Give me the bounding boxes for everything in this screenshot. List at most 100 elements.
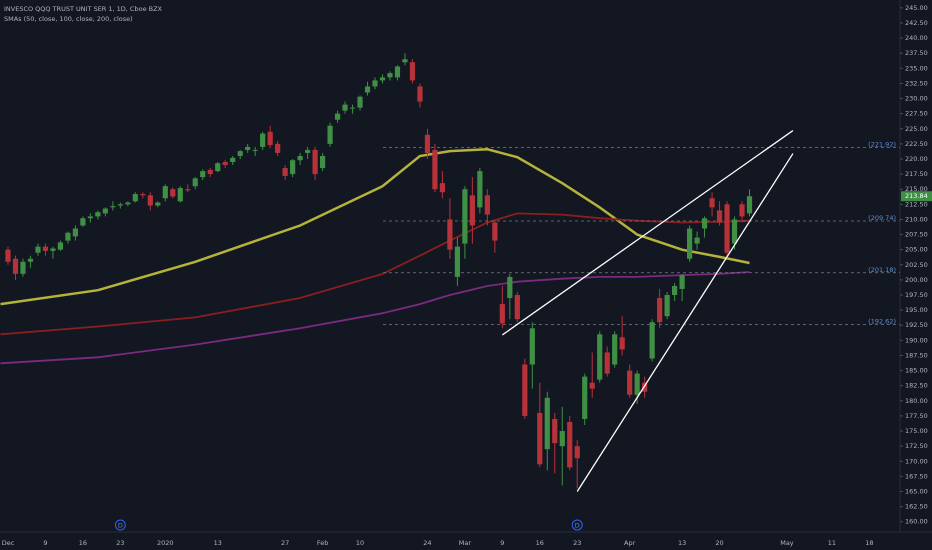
- candle-body: [260, 133, 266, 147]
- candle-body: [731, 219, 738, 244]
- candle-body: [290, 160, 296, 175]
- chart-title: INVESCO QQQ TRUST UNIT SER 1, 1D, Cboe B…: [4, 5, 163, 13]
- x-tick-label: Feb: [317, 539, 329, 547]
- trendline: [576, 153, 794, 492]
- x-tick-label: 18: [865, 539, 873, 547]
- candle-body: [402, 59, 408, 63]
- candle-body: [649, 322, 655, 359]
- y-tick-label: 215.00: [905, 185, 928, 193]
- level-label: (209.74): [868, 214, 896, 222]
- candle-body: [170, 189, 176, 197]
- x-tick-label: 13: [678, 539, 686, 547]
- y-tick-label: 182.50: [905, 382, 928, 390]
- candle-body: [222, 162, 228, 166]
- candle-body: [57, 242, 64, 250]
- level-label: (201.18): [868, 266, 896, 274]
- candle-body: [42, 246, 49, 251]
- candle-body: [207, 169, 213, 175]
- candle-body: [185, 189, 191, 191]
- candle-body: [469, 195, 475, 226]
- candle-body: [507, 276, 513, 299]
- candle-body: [746, 196, 753, 214]
- x-tick-label: Apr: [624, 539, 636, 547]
- y-tick-label: 180.00: [905, 397, 928, 405]
- candle-body: [372, 80, 378, 87]
- candle-body: [275, 143, 281, 153]
- y-tick-label: 167.50: [905, 472, 928, 480]
- candle-body: [215, 163, 221, 172]
- candle-body: [567, 421, 573, 468]
- y-tick-label: 185.00: [905, 367, 928, 375]
- y-tick-label: 222.50: [905, 140, 928, 148]
- candle-body: [492, 222, 498, 241]
- candle-body: [132, 194, 138, 202]
- candle-body: [245, 146, 251, 150]
- candle-body: [657, 298, 663, 323]
- dividend-label: D: [118, 522, 123, 530]
- candle-body: [282, 168, 288, 176]
- x-tick-label: 10: [356, 539, 364, 547]
- x-tick-label: 13: [214, 539, 222, 547]
- candle-body: [604, 352, 610, 374]
- y-tick-label: 195.00: [905, 306, 928, 314]
- y-tick-label: 187.50: [905, 351, 928, 359]
- candle-body: [237, 151, 243, 156]
- candle-body: [95, 212, 101, 217]
- candle-body: [672, 285, 678, 296]
- y-tick-label: 237.50: [905, 49, 928, 57]
- y-tick-label: 205.00: [905, 246, 928, 254]
- candle-body: [297, 155, 303, 161]
- candle-body: [417, 86, 423, 102]
- y-tick-label: 227.50: [905, 110, 928, 118]
- candle-body: [334, 113, 341, 120]
- x-tick-label: 11: [828, 539, 836, 547]
- candle-body: [694, 237, 700, 244]
- x-tick-label: 23: [116, 539, 124, 547]
- x-tick-label: 2020: [157, 539, 174, 547]
- candle-body: [709, 198, 715, 208]
- candle-body: [634, 373, 640, 395]
- candle-body: [72, 228, 79, 237]
- candle-body: [27, 258, 34, 262]
- y-tick-label: 202.50: [905, 261, 928, 269]
- candle-body: [612, 334, 618, 365]
- y-tick-label: 235.00: [905, 64, 928, 72]
- candle-body: [125, 202, 131, 205]
- trendline: [501, 130, 794, 336]
- candle-body: [454, 246, 460, 277]
- candle-body: [12, 258, 19, 274]
- candle-body: [312, 149, 318, 175]
- candle-body: [192, 178, 198, 187]
- candle-body: [409, 62, 416, 81]
- y-tick-label: 245.00: [905, 4, 928, 12]
- indicator-legend: SMAs (50, close, 100, close, 200, close): [4, 15, 133, 23]
- candle-body: [739, 204, 745, 217]
- sma-line: [0, 271, 750, 365]
- candle-body: [462, 189, 468, 244]
- candle-body: [394, 66, 401, 78]
- y-tick-label: 200.00: [905, 276, 928, 284]
- candle-body: [447, 219, 453, 250]
- candle-body: [724, 204, 730, 253]
- candle-body: [140, 194, 146, 196]
- y-tick-label: 242.50: [905, 19, 928, 27]
- candle-body: [582, 376, 588, 419]
- x-tick-label: 16: [536, 539, 544, 547]
- candle-body: [319, 155, 326, 169]
- candle-body: [364, 86, 371, 93]
- candle-body: [80, 218, 86, 226]
- x-tick-label: Dec: [2, 539, 15, 547]
- last-price-label: 213.84: [905, 192, 928, 200]
- y-tick-label: 220.00: [905, 155, 928, 163]
- y-tick-label: 212.50: [905, 200, 928, 208]
- dividend-marker: [114, 519, 126, 531]
- candle-body: [50, 248, 56, 251]
- candle-body: [522, 364, 528, 416]
- candle-body: [357, 96, 363, 108]
- candle-body: [664, 295, 670, 317]
- candle-body: [155, 202, 161, 206]
- candle-body: [305, 149, 311, 153]
- candle-body: [5, 249, 11, 262]
- last-price-tag: [901, 191, 932, 202]
